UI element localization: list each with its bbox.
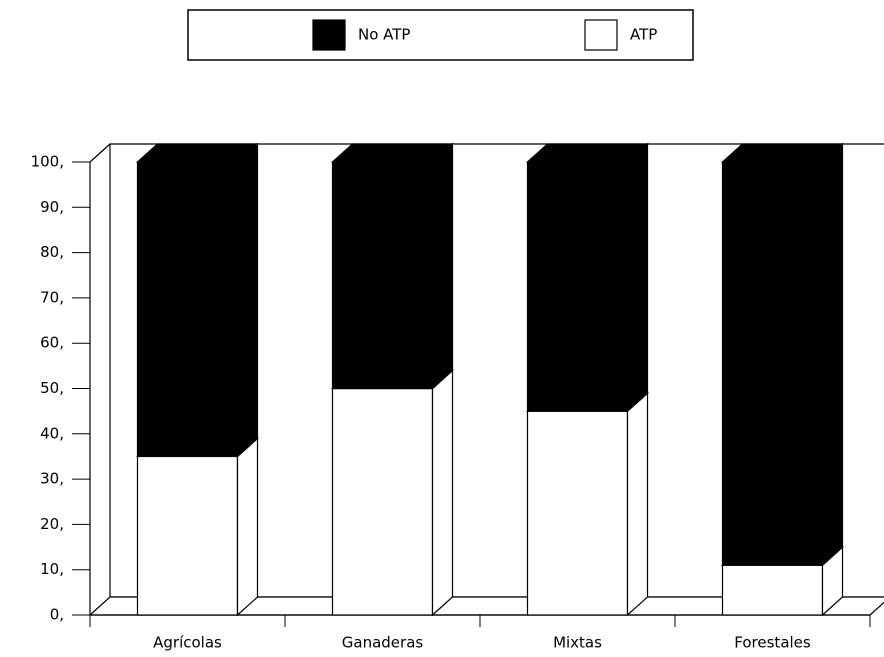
bar-side — [821, 142, 844, 567]
y-tick-label: 80, — [40, 243, 64, 261]
bar-front — [721, 161, 824, 566]
x-tick-label: Forestales — [734, 634, 811, 652]
bar-side — [431, 369, 454, 617]
y-tick-label: 0, — [50, 606, 64, 624]
legend-swatch — [312, 19, 346, 51]
legend-swatch — [584, 19, 618, 51]
y-tick-label: 60, — [40, 334, 64, 352]
bar-front — [526, 410, 629, 616]
bar-top — [135, 143, 260, 163]
bar-top — [720, 143, 845, 163]
legend-label: No ATP — [358, 26, 410, 44]
x-tick-label: Agrícolas — [153, 634, 222, 652]
bar-side — [236, 142, 259, 458]
x-tick-label: Ganaderas — [342, 634, 424, 652]
y-tick-label: 20, — [40, 515, 64, 533]
x-tick-label: Mixtas — [553, 634, 602, 652]
y-tick-label: 70, — [40, 288, 64, 306]
left-wall-top — [89, 143, 111, 163]
bar-front — [721, 564, 824, 616]
y-tick-label: 10, — [40, 560, 64, 578]
y-tick-label: 90, — [40, 198, 64, 216]
bar-front — [331, 387, 434, 616]
bar-side — [236, 437, 259, 617]
bar-side — [626, 391, 649, 617]
bar-top — [525, 143, 650, 163]
bar-front — [526, 161, 629, 412]
bar-top — [330, 143, 455, 163]
bar-front — [136, 455, 239, 616]
y-tick-label: 40, — [40, 424, 64, 442]
bar-side — [431, 142, 454, 390]
y-tick-label: 50, — [40, 379, 64, 397]
y-tick-label: 30, — [40, 470, 64, 488]
bar-side — [626, 142, 649, 413]
bar-front — [331, 161, 434, 390]
y-tick-label: 100, — [31, 153, 64, 171]
legend-label: ATP — [630, 26, 657, 44]
bar-front — [136, 161, 239, 458]
